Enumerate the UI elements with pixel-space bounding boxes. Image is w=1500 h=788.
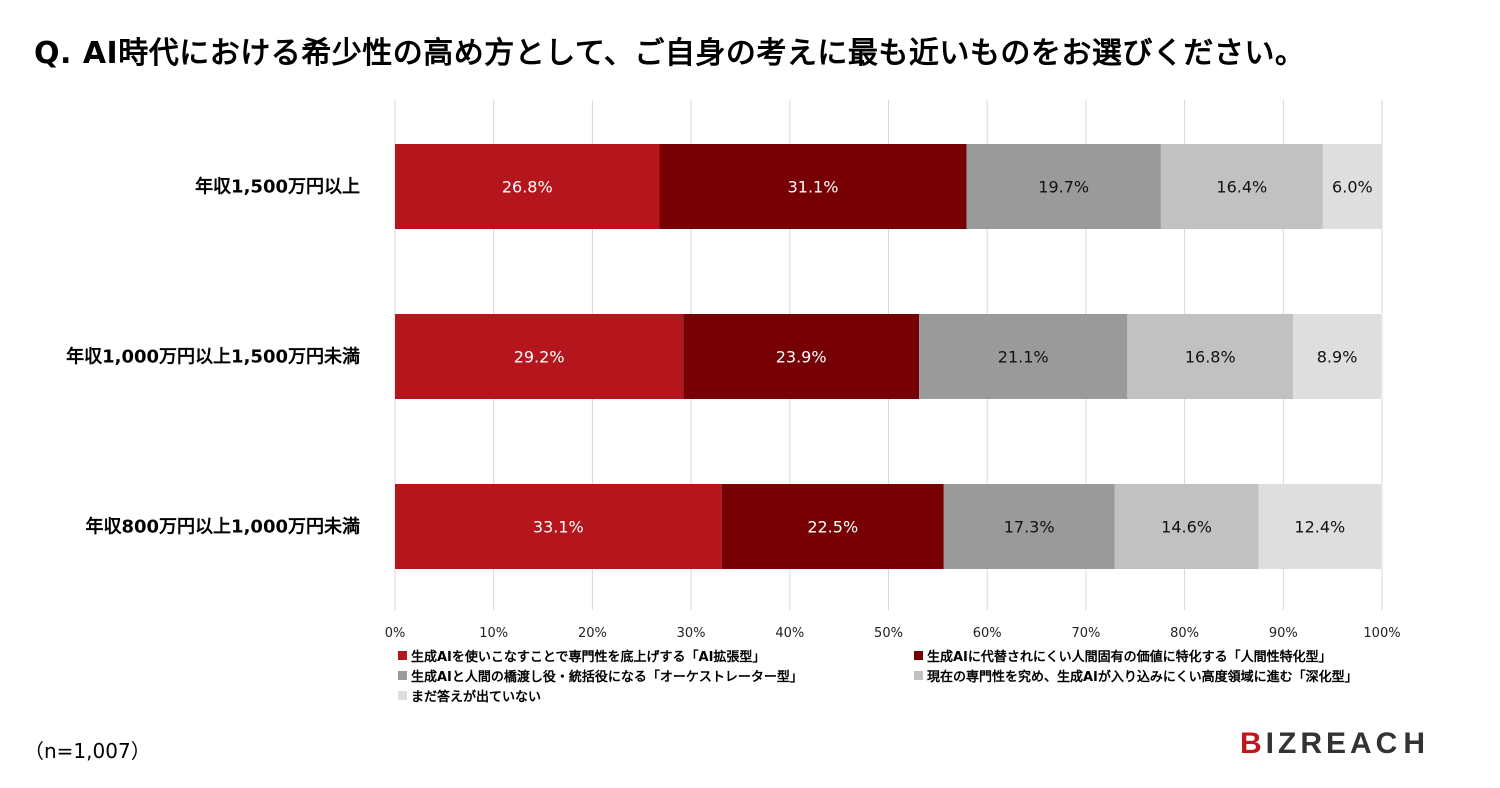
bar-segment	[395, 484, 722, 569]
x-tick-label: 60%	[973, 626, 1002, 641]
bar-segment	[1160, 144, 1323, 229]
bar-segment	[1322, 144, 1382, 229]
data-label: 29.2%	[514, 348, 565, 367]
legend-row-2: 生成AIと人間の橋渡し役・統括役になる「オーケストレーター型」 現在の専門性を究…	[398, 666, 1398, 686]
legend: 生成AIを使いこなすことで専門性を底上げする「AI拡張型」 生成AIに代替されに…	[398, 646, 1398, 706]
legend-item-orchestrator: 生成AIと人間の橋渡し役・統括役になる「オーケストレーター型」	[398, 666, 803, 685]
bar-segment	[395, 314, 684, 399]
x-tick-label: 40%	[775, 626, 804, 641]
data-label: 8.9%	[1317, 348, 1358, 367]
category-label: 年収800万円以上1,000万円未満	[85, 516, 360, 538]
bizreach-logo: B IZ REAC H	[1240, 727, 1430, 760]
bar-segment	[1114, 484, 1259, 569]
legend-label: 現在の専門性を究め、生成AIが入り込みにくい高度領域に進む「深化型」	[927, 670, 1358, 685]
chart-title: Q. AI時代における希少性の高め方として、ご自身の考えに最も近いものをお選びく…	[34, 36, 1306, 71]
data-label: 21.1%	[998, 348, 1049, 367]
data-label: 31.1%	[788, 178, 839, 197]
data-label: 23.9%	[776, 348, 827, 367]
data-label: 16.4%	[1216, 178, 1267, 197]
legend-row-3: まだ答えが出ていない	[398, 686, 1398, 706]
bar-segment	[1127, 314, 1294, 399]
bar-segment	[721, 484, 944, 569]
legend-row-1: 生成AIを使いこなすことで専門性を底上げする「AI拡張型」 生成AIに代替されに…	[398, 646, 1398, 666]
data-label: 19.7%	[1038, 178, 1089, 197]
x-tick-label: 10%	[479, 626, 508, 641]
legend-swatch	[914, 651, 923, 660]
legend-swatch	[398, 671, 407, 680]
stacked-bar-chart: 0% 10% 20% 30% 40% 50% 60% 70% 80% 90% 100% 年収1,500…	[66, 100, 1401, 641]
x-tick-label: 20%	[578, 626, 607, 641]
data-label: 17.3%	[1004, 518, 1055, 537]
legend-item-deepening: 現在の専門性を究め、生成AIが入り込みにくい高度領域に進む「深化型」	[914, 666, 1358, 685]
x-tick-label: 100%	[1363, 626, 1400, 641]
bar-segment	[659, 144, 967, 229]
legend-item-ai-augmented: 生成AIを使いこなすことで専門性を底上げする「AI拡張型」	[398, 646, 765, 665]
x-tick-label: 0%	[385, 626, 406, 641]
legend-label: 生成AIに代替されにくい人間固有の価値に特化する「人間性特化型」	[927, 650, 1332, 665]
bar-segment	[1258, 484, 1382, 569]
data-label: 6.0%	[1332, 178, 1373, 197]
data-label: 14.6%	[1161, 518, 1212, 537]
category-label: 年収1,000万円以上1,500万円未満	[66, 346, 360, 368]
legend-swatch	[398, 691, 407, 700]
category-label: 年収1,500万円以上	[195, 176, 360, 198]
legend-swatch	[914, 671, 923, 680]
x-tick-label: 30%	[677, 626, 706, 641]
legend-label: 生成AIと人間の橋渡し役・統括役になる「オーケストレーター型」	[411, 670, 803, 685]
x-tick-label: 90%	[1269, 626, 1298, 641]
data-label: 33.1%	[533, 518, 584, 537]
bar-segment	[943, 484, 1115, 569]
x-tick-label: 80%	[1170, 626, 1199, 641]
sample-size-note: （n=1,007）	[24, 739, 151, 763]
bar-segment	[395, 144, 660, 229]
data-label: 16.8%	[1185, 348, 1236, 367]
legend-swatch	[398, 651, 407, 660]
data-label: 22.5%	[807, 518, 858, 537]
bar-segment	[966, 144, 1161, 229]
legend-label: 生成AIを使いこなすことで専門性を底上げする「AI拡張型」	[411, 650, 766, 665]
data-label: 26.8%	[502, 178, 553, 197]
bar-segment	[683, 314, 920, 399]
legend-item-humanity-specialized: 生成AIに代替されにくい人間固有の価値に特化する「人間性特化型」	[914, 646, 1332, 665]
legend-label: まだ答えが出ていない	[411, 690, 542, 705]
bar-segment	[1293, 314, 1382, 399]
data-label: 12.4%	[1294, 518, 1345, 537]
bar-segment	[919, 314, 1128, 399]
x-tick-label: 70%	[1071, 626, 1100, 641]
legend-item-undecided: まだ答えが出ていない	[398, 686, 541, 705]
x-tick-label: 50%	[874, 626, 903, 641]
